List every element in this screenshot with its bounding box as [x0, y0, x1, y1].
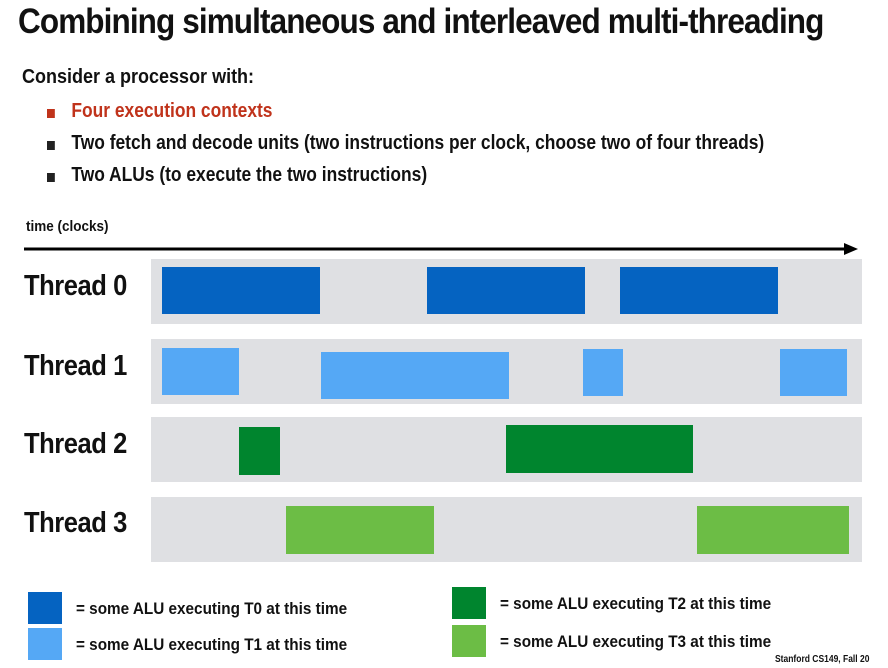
- t3-exec-block: [697, 506, 849, 554]
- bullet-item: Two ALUs (to execute the two instruction…: [47, 164, 764, 196]
- legend-swatch-t0: [28, 592, 62, 624]
- bullet-text: Two ALUs (to execute the two instruction…: [71, 164, 428, 186]
- time-arrow: [24, 243, 858, 255]
- bullet-square-icon: [47, 141, 55, 150]
- bullet-item: Two fetch and decode units (two instruct…: [47, 132, 764, 164]
- legend-text-t0: = some ALU executing T0 at this time: [76, 599, 348, 618]
- course-footer: Stanford CS149, Fall 20: [775, 654, 870, 665]
- t2-exec-block: [239, 427, 280, 475]
- legend-text-t3: = some ALU executing T3 at this time: [500, 632, 772, 651]
- t3-exec-block: [286, 506, 434, 554]
- t0-exec-block: [620, 267, 778, 314]
- t2-exec-block: [506, 425, 693, 473]
- bullet-square-icon: [47, 109, 55, 118]
- t1-exec-block: [583, 349, 623, 396]
- thread-1-label: Thread 1: [24, 350, 127, 382]
- bullet-text: Four execution contexts: [71, 100, 273, 122]
- slide-title: Combining simultaneous and interleaved m…: [18, 2, 824, 41]
- bullet-list: Four execution contexts Two fetch and de…: [47, 100, 871, 196]
- legend-swatch-t1: [28, 628, 62, 660]
- t1-exec-block: [162, 348, 239, 395]
- thread-0-label: Thread 0: [24, 270, 127, 302]
- thread-2-label: Thread 2: [24, 428, 127, 460]
- bullet-item: Four execution contexts: [47, 100, 764, 132]
- legend-text-t2: = some ALU executing T2 at this time: [500, 594, 772, 613]
- time-axis-label: time (clocks): [26, 218, 109, 235]
- thread-3-label: Thread 3: [24, 507, 127, 539]
- t1-exec-block: [780, 349, 847, 396]
- legend-swatch-t2: [452, 587, 486, 619]
- t1-exec-block: [321, 352, 509, 399]
- t0-exec-block: [427, 267, 585, 314]
- thread-1-track: [151, 339, 862, 404]
- bullet-text: Two fetch and decode units (two instruct…: [71, 132, 765, 154]
- thread-0-track: [151, 259, 862, 324]
- thread-2-track: [151, 417, 862, 482]
- legend-swatch-t3: [452, 625, 486, 657]
- legend-text-t1: = some ALU executing T1 at this time: [76, 635, 348, 654]
- t0-exec-block: [162, 267, 320, 314]
- intro-text: Consider a processor with:: [22, 66, 255, 88]
- thread-3-track: [151, 497, 862, 562]
- bullet-square-icon: [47, 173, 55, 182]
